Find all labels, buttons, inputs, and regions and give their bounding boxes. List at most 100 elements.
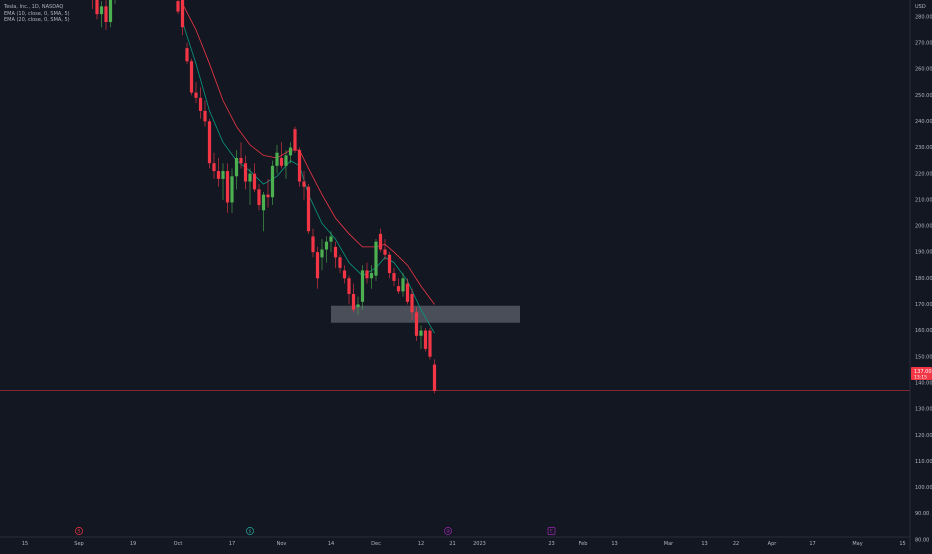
- legend-symbol[interactable]: Tesla, Inc., 1D, NASDAQ: [4, 4, 64, 10]
- event-marker-frame: [75, 527, 83, 535]
- candle[interactable]: [221, 163, 225, 200]
- candle-body: [302, 181, 306, 187]
- time-tick-label: 13: [611, 541, 617, 547]
- candle[interactable]: [288, 142, 293, 164]
- candle[interactable]: [297, 147, 302, 187]
- price-tick-label: 160.00: [915, 328, 932, 334]
- price-tick-label: 200.00: [915, 224, 932, 230]
- currency-label[interactable]: USD: [915, 4, 926, 10]
- candle-body: [99, 6, 104, 15]
- candle[interactable]: [212, 152, 216, 179]
- candle[interactable]: [99, 1, 104, 28]
- candle[interactable]: [365, 262, 369, 284]
- event-marker[interactable]: E: [547, 527, 556, 535]
- candle-body: [396, 286, 401, 292]
- candle[interactable]: [329, 231, 333, 253]
- price-tick-label: 280.00: [915, 14, 932, 20]
- candle[interactable]: [383, 239, 387, 260]
- candle[interactable]: [405, 278, 410, 305]
- event-marker-symbol: E: [550, 529, 553, 535]
- candle[interactable]: [369, 265, 374, 289]
- candle[interactable]: [387, 252, 392, 279]
- candle[interactable]: [91, 0, 94, 9]
- candle[interactable]: [396, 278, 401, 294]
- candle[interactable]: [284, 150, 288, 179]
- candle[interactable]: [216, 157, 221, 187]
- candle[interactable]: [239, 142, 243, 169]
- candle[interactable]: [95, 0, 99, 20]
- legend-ema-20[interactable]: EMA (20, close, 0, SMA, 5): [4, 17, 70, 23]
- ema-20-line[interactable]: [182, 3, 435, 305]
- candle[interactable]: [230, 168, 234, 213]
- candle[interactable]: [207, 118, 212, 169]
- candle-body: [432, 364, 437, 391]
- candle[interactable]: [293, 126, 297, 153]
- candle[interactable]: [185, 42, 189, 64]
- candle[interactable]: [432, 359, 437, 394]
- candle[interactable]: [180, 0, 185, 36]
- candle[interactable]: [225, 163, 230, 213]
- candle-body: [189, 61, 194, 93]
- candle-body: [293, 129, 297, 151]
- candle[interactable]: [306, 184, 311, 234]
- time-axis[interactable]: 15 Sep 19 Oct 17 Nov 14 Dec 12 21 2023 23 Feb 13 Mar 13…: [22, 541, 906, 547]
- candle[interactable]: [378, 228, 383, 253]
- candle[interactable]: [311, 228, 315, 258]
- candle[interactable]: [347, 275, 351, 305]
- candle-body: [108, 0, 113, 23]
- candle[interactable]: [275, 144, 279, 174]
- candle[interactable]: [198, 87, 203, 119]
- candle[interactable]: [315, 246, 320, 289]
- time-tick-label: 2023: [473, 541, 486, 547]
- candle[interactable]: [261, 191, 266, 232]
- candle[interactable]: [360, 265, 365, 310]
- time-tick-label: May: [852, 541, 862, 547]
- candle[interactable]: [248, 168, 252, 206]
- candle[interactable]: [414, 307, 419, 342]
- candle[interactable]: [324, 236, 329, 263]
- candle[interactable]: [252, 163, 257, 192]
- candle[interactable]: [401, 273, 405, 297]
- candle[interactable]: [279, 142, 284, 169]
- event-marker[interactable]: ⊕: [444, 527, 452, 535]
- candle[interactable]: [333, 241, 338, 268]
- candle[interactable]: [234, 150, 239, 190]
- support-zone[interactable]: [331, 305, 520, 323]
- candle[interactable]: [338, 254, 342, 274]
- candle-body: [279, 157, 284, 166]
- event-marker[interactable]: $: [246, 527, 254, 535]
- last-price-badge: 137.00 13:15: [911, 367, 932, 381]
- candle[interactable]: [108, 0, 113, 28]
- candle[interactable]: [104, 0, 108, 30]
- candle[interactable]: [243, 155, 248, 190]
- candle-body: [405, 283, 410, 302]
- event-marker[interactable]: S: [75, 527, 83, 535]
- candle-body: [203, 110, 207, 122]
- candle[interactable]: [320, 239, 324, 271]
- price-axis[interactable]: 280.00 270.00 260.00 250.00 240.00 230.00 220.…: [915, 14, 932, 543]
- candle[interactable]: [419, 325, 423, 349]
- time-tick-label: 12: [418, 541, 424, 547]
- candle-body: [410, 293, 414, 313]
- candle[interactable]: [270, 160, 275, 206]
- candle[interactable]: [176, 0, 180, 15]
- candle[interactable]: [257, 184, 261, 211]
- candle[interactable]: [428, 327, 432, 360]
- candle[interactable]: [423, 327, 428, 352]
- candle[interactable]: [189, 58, 194, 96]
- candle[interactable]: [302, 171, 306, 200]
- candle[interactable]: [410, 288, 414, 321]
- candle[interactable]: [203, 100, 207, 127]
- candle[interactable]: [194, 82, 198, 104]
- candle[interactable]: [351, 283, 356, 313]
- candle[interactable]: [356, 296, 360, 315]
- candle[interactable]: [392, 267, 396, 287]
- price-tick-label: 220.00: [915, 171, 932, 177]
- candle[interactable]: [266, 178, 270, 208]
- candle[interactable]: [342, 265, 347, 284]
- legend-ema-10[interactable]: EMA (10, close, 0, SMA, 5): [4, 10, 70, 17]
- candle-body: [315, 252, 320, 279]
- candle[interactable]: [374, 239, 378, 281]
